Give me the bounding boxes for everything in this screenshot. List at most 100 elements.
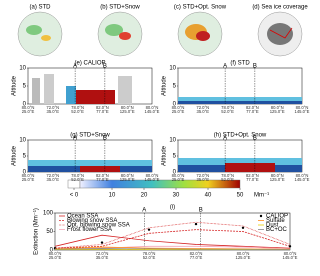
x-tick-label: 82.0°N 77.0°E <box>95 172 109 183</box>
x-tick-label: 78.0°N 52.0°E <box>221 172 235 183</box>
y-tick-label: 100 <box>43 211 54 217</box>
y-tick-label: 5 <box>23 84 27 90</box>
colorbar-tick-label: 30 <box>173 193 180 199</box>
x-tick-label: 80.0°N 125.0°E <box>119 172 135 183</box>
colorbar-tick-label: 50 <box>237 193 244 199</box>
curtain <box>118 76 132 104</box>
point <box>288 245 292 248</box>
chart-title: (i) <box>170 205 175 211</box>
line <box>54 234 291 249</box>
panel-title: (c) STD+Opt. Snow <box>174 5 227 11</box>
legend-label: Sulfate <box>266 218 285 224</box>
legend-swatch <box>259 214 263 218</box>
marker-label: A <box>142 208 146 214</box>
panel-title: (d) Sea ice coverage <box>252 5 308 11</box>
y-tick-label: 0 <box>173 102 177 108</box>
x-tick-label: 82.0°N 77.0°E <box>245 104 259 115</box>
x-tick-label: 82.0°N 77.0°E <box>95 104 109 115</box>
y-tick-label: 10 <box>19 138 26 144</box>
point <box>194 222 198 226</box>
x-tick-label: 80.0°N 145.0°E <box>282 250 298 261</box>
axis-label: Altitude <box>12 75 18 96</box>
point <box>100 241 104 244</box>
x-tick-label: 80.0°N 145.0°E <box>294 104 310 115</box>
x-tick-label: 82.0°N 77.0°E <box>245 172 259 183</box>
y-tick-label: 5 <box>173 84 177 90</box>
x-tick-label: 80.0°N 25.0°E <box>21 104 35 115</box>
x-tick-label: 80.0°N 125.0°E <box>235 250 251 261</box>
maps <box>17 11 303 57</box>
panel-title: (b) STD+Snow <box>100 5 140 11</box>
curtain <box>32 78 40 104</box>
line <box>54 229 291 249</box>
marker-label: B <box>253 64 257 70</box>
marker-label: B <box>103 64 107 70</box>
point <box>147 228 151 231</box>
panel-title: (e) CALIOP <box>74 61 105 67</box>
curtain <box>225 163 275 172</box>
x-tick-label: 78.0°N 52.0°E <box>71 172 85 183</box>
y-tick-label: 50 <box>46 229 53 235</box>
map-patch <box>267 23 293 45</box>
curtain <box>70 90 115 104</box>
x-tick-label: 80.0°N 145.0°E <box>144 172 160 183</box>
x-tick-label: 80.0°N 25.0°E <box>171 172 185 183</box>
curtain <box>66 86 76 104</box>
marker-label: A <box>73 136 77 142</box>
map-patch <box>26 25 42 35</box>
x-tick-label: 72.0°N 35.0°E <box>196 104 210 115</box>
legend-label: BC+OC <box>266 227 288 233</box>
map-patch <box>105 24 123 36</box>
axis-label: Altitude <box>162 145 168 166</box>
x-tick-label: 72.0°N 35.0°E <box>46 172 60 183</box>
curtains <box>27 67 303 173</box>
line <box>54 221 291 249</box>
x-tick-label: 80.0°N 125.0°E <box>269 104 285 115</box>
legend-label: CALIOP <box>266 214 288 220</box>
colorbar-tick-label: < 0 <box>70 193 79 199</box>
x-tick-label: 78.0°N 52.0°E <box>221 104 235 115</box>
x-tick-label: 80.0°N 125.0°E <box>269 172 285 183</box>
track <box>269 27 293 39</box>
panel-title: (g) STD+Snow <box>70 133 110 139</box>
y-axis-label: Extinction (Mm⁻¹) <box>34 208 40 255</box>
y-tick-label: 0 <box>23 102 27 108</box>
marker-label: A <box>73 64 77 70</box>
marker-label: B <box>199 208 203 214</box>
y-tick-label: 10 <box>169 138 176 144</box>
y-tick-label: 0 <box>23 170 27 176</box>
y-tick-label: 10 <box>19 66 26 72</box>
y-tick-label: 10 <box>169 66 176 72</box>
axis-label: Altitude <box>162 75 168 96</box>
marker-label: A <box>223 136 227 142</box>
panel-title: (a) STD <box>30 5 52 11</box>
y-tick-label: 5 <box>23 154 27 160</box>
colorbar-tick-label: 20 <box>141 193 148 199</box>
legend-label: Frost flower SSA <box>67 227 112 233</box>
point <box>241 226 245 229</box>
legend-label: Ocean SSA <box>67 214 98 220</box>
colorbar-tick-label: 10 <box>109 193 116 199</box>
x-tick-label: 80.0°N 145.0°E <box>144 104 160 115</box>
y-tick-label: 0 <box>173 170 177 176</box>
map <box>17 11 63 57</box>
curtain <box>178 101 302 104</box>
legend-label: Opt. blowing snow SSA <box>67 223 130 229</box>
y-tick-label: 5 <box>173 154 177 160</box>
x-tick-label: 72.0°N 35.0°E <box>196 172 210 183</box>
x-tick-label: 80.0°N 145.0°E <box>294 172 310 183</box>
marker-label: B <box>103 136 107 142</box>
colorbar <box>79 179 241 189</box>
legend-label: Blowing snow SSA <box>67 218 117 224</box>
colorbar-unit: Mm⁻¹ <box>254 193 269 199</box>
x-tick-label: 82.0°N 77.0°E <box>189 250 203 261</box>
axis-label: Altitude <box>12 145 18 166</box>
curtain <box>80 166 120 172</box>
x-tick-label: 78.0°N 52.0°E <box>142 250 156 261</box>
x-tick-label: 72.0°N 35.0°E <box>95 250 109 261</box>
x-tick-label: 78.0°N 52.0°E <box>71 104 85 115</box>
map-patch <box>119 32 131 40</box>
marker-label: B <box>253 136 257 142</box>
